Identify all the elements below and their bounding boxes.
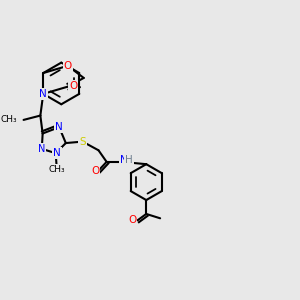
Text: N: N [53, 148, 61, 158]
Text: O: O [128, 215, 136, 225]
Text: O: O [64, 61, 72, 71]
Text: N: N [39, 89, 47, 99]
Text: H: H [125, 154, 133, 164]
Text: CH₃: CH₃ [1, 116, 17, 124]
Text: S: S [79, 136, 86, 147]
Text: N: N [38, 144, 46, 154]
Text: N: N [120, 155, 128, 165]
Text: O: O [69, 81, 77, 91]
Text: N: N [55, 122, 63, 132]
Text: CH₃: CH₃ [48, 165, 65, 174]
Text: O: O [91, 166, 99, 176]
